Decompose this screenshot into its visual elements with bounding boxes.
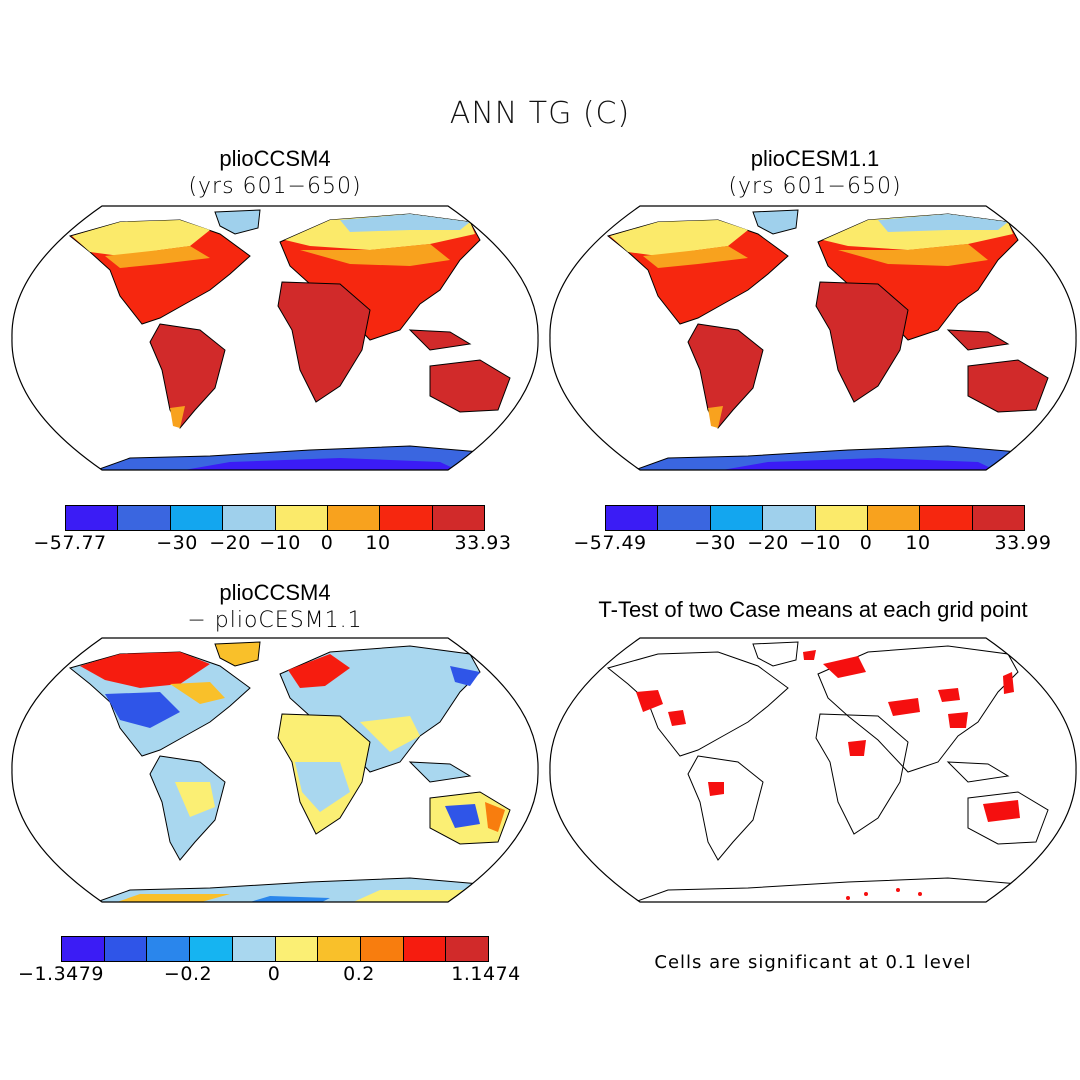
colorbar-swatch [118,506,171,530]
map-bottom-right [549,637,1077,903]
colorbar-swatch [318,937,361,961]
maritime-sc-shape [408,329,472,351]
colorbar-tick-label: −1.3479 [18,963,104,985]
colorbar-swatch [66,506,119,530]
colorbar-tick-label: −30 [156,532,198,554]
colorbar-tick-label: 33.99 [994,532,1052,554]
colorbar-tick-label: 10 [905,532,931,554]
significant-cells [636,650,1020,900]
colorbar-tick-label: −0.2 [163,963,213,985]
colorbar-swatch [275,506,328,530]
south-america-shape [149,323,226,429]
colorbar-top-right [605,505,1025,531]
colorbar-tick-label: 1.1474 [451,963,521,985]
colorbar-tick-label: −57.49 [573,532,647,554]
panel-title-top-right: plioCESM1.1 [750,146,880,171]
map-top-right [549,205,1077,471]
colorbar-tick-label: 0 [267,963,281,985]
panel-subtitle-top-right: (yrs 601−650) [728,174,902,199]
colorbar-swatch [920,506,973,530]
panel-title-bottom-left: plioCCSM4 [219,580,331,605]
colorbar-tick-label: −30 [694,532,736,554]
panel-subtitle-bottom-left: − plioCESM1.1 [187,608,363,633]
colorbar-swatch [710,506,764,530]
significance-note: Cells are significant at 0.1 level [654,952,972,973]
colorbar-swatch [763,506,816,530]
colorbar-swatch [972,506,1024,530]
africa-shape [277,281,371,403]
colorbar-swatch [223,506,276,530]
colorbar-swatch [275,937,319,961]
colorbar-swatch [815,506,868,530]
panel-title-top-left: plioCCSM4 [219,146,331,171]
colorbar-bottom-left [61,936,489,962]
map-bottom-left [11,637,539,903]
colorbar-swatch [606,506,659,530]
colorbar-swatch [360,937,404,961]
colorbar-tick-label: −57.77 [33,532,107,554]
colorbar-swatch [327,506,381,530]
colorbar-swatch [170,506,224,530]
panel-subtitle-top-left: (yrs 601−650) [188,174,362,199]
australia-shape [429,359,511,413]
panel-title-bottom-right: T-Test of two Case means at each grid po… [598,597,1028,622]
colorbar-swatch [104,937,148,961]
colorbar-swatch [380,506,433,530]
colorbar-tick-label: 33.93 [454,532,512,554]
colorbar-swatch [658,506,711,530]
figure-title: ANN TG (C) [449,96,631,131]
colorbar-top-left [65,505,485,531]
greenland-shape [214,209,261,235]
colorbar-swatch [232,937,276,961]
colorbar-tick-label: −20 [747,532,789,554]
colorbar-tick-label: 0 [859,532,873,554]
colorbar-swatch [446,937,489,961]
colorbar-swatch [867,506,921,530]
colorbar-swatch [432,506,484,530]
colorbar-tick-label: −20 [209,532,251,554]
colorbar-swatch [62,937,105,961]
map-top-left [11,205,539,471]
colorbar-tick-label: 0.2 [343,963,375,985]
colorbar-swatch [147,937,191,961]
colorbar-swatch [190,937,233,961]
colorbar-swatch [403,937,447,961]
colorbar-tick-label: 10 [365,532,391,554]
colorbar-tick-label: 0 [320,532,334,554]
colorbar-tick-label: −10 [259,532,301,554]
colorbar-tick-label: −10 [799,532,841,554]
